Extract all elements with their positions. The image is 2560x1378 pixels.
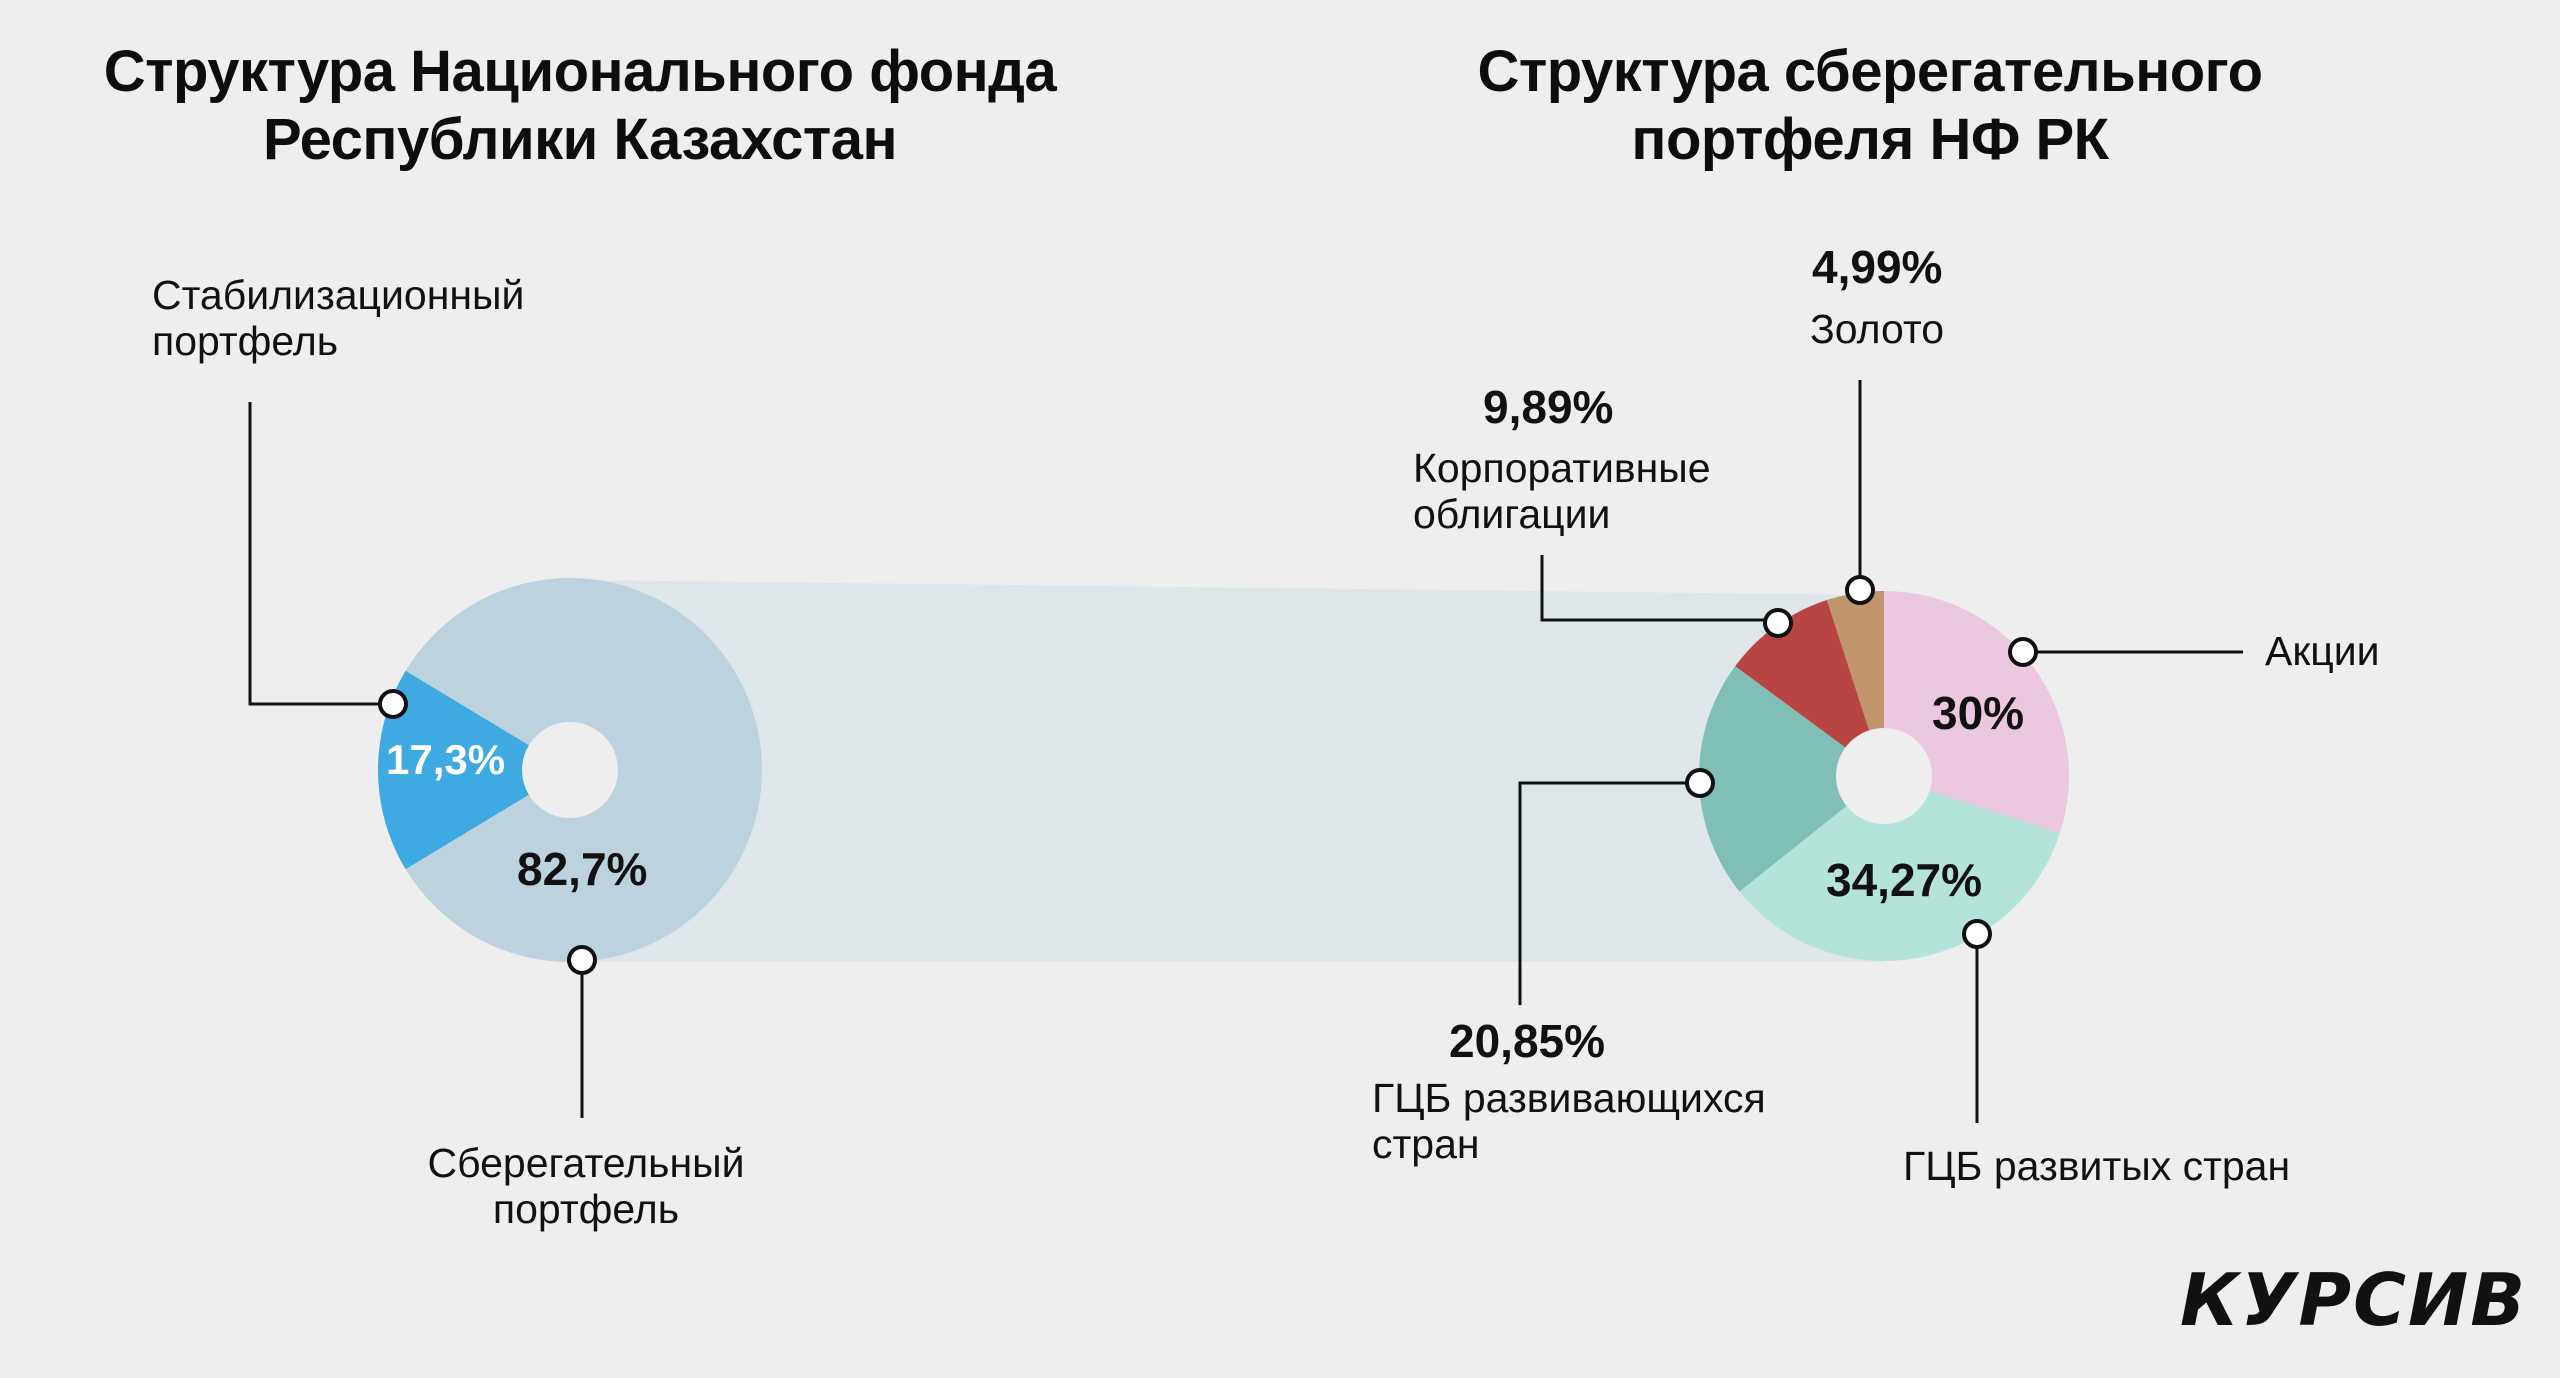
leader-corporate <box>1540 555 1778 622</box>
pie-slice-developing-bonds <box>1699 666 1884 892</box>
label-corporate-bonds: Корпоративные облигации <box>1413 445 1711 537</box>
leader-gold-marker <box>1845 575 1875 605</box>
pie-hole <box>522 722 618 818</box>
left-title-line-1: Структура Национального фонда <box>103 39 1057 104</box>
zoom-connector <box>580 580 1884 962</box>
developing-label-line-1: ГЦБ развивающихся <box>1372 1075 1766 1121</box>
value-gold: 4,99% <box>1812 241 1943 293</box>
pie-slice-corporate-bonds <box>1735 600 1884 776</box>
corporate-label-line-1: Корпоративные <box>1413 445 1711 491</box>
leader-savings-marker <box>567 945 597 975</box>
pie-slice-gold <box>1826 591 1884 776</box>
stabilization-label-line-2: портфель <box>152 318 339 364</box>
label-stabilization-portfolio: Стабилизационный портфель <box>152 272 524 364</box>
right-title-line-1: Структура сберегательного <box>1477 39 2264 104</box>
value-developing-bonds: 20,85% <box>1449 1015 1606 1067</box>
savings-label-line-2: портфель <box>492 1186 680 1232</box>
gold-label-line-1: Золото <box>1810 306 1945 352</box>
leader-shares-marker <box>2008 637 2038 667</box>
savings-portfolio-pie <box>1699 591 2070 962</box>
right-chart-title: Структура сберегательного портфеля НФ РК <box>1370 38 2370 174</box>
right-title-line-2: портфеля НФ РК <box>1631 107 2109 172</box>
label-shares: Акции <box>2265 628 2380 674</box>
shares-label-line-1: Акции <box>2265 628 2380 674</box>
leader-developing <box>1518 781 1700 1005</box>
value-corporate-bonds: 9,89% <box>1483 381 1614 433</box>
national-fund-pie <box>378 578 763 963</box>
label-savings-portfolio: Сберегательный портфель <box>386 1140 786 1232</box>
label-developing-bonds: ГЦБ развивающихся стран <box>1372 1075 1766 1167</box>
value-stabilization: 17,3% <box>386 736 506 783</box>
leader-stabilization-marker <box>378 689 408 719</box>
pie-hole <box>1836 728 1932 824</box>
leader-stabilization <box>248 402 393 706</box>
label-developed-bonds: ГЦБ развитых стран <box>1903 1143 2290 1189</box>
developing-label-line-2: стран <box>1372 1121 1480 1167</box>
left-title-line-2: Республики Казахстан <box>262 107 898 172</box>
left-chart-title: Структура Национального фонда Республики… <box>0 38 1160 174</box>
value-developed-bonds: 34,27% <box>1826 854 1983 906</box>
label-gold: Золото <box>1810 306 1944 352</box>
stabilization-label-line-1: Стабилизационный <box>152 272 525 318</box>
pie-slice-stabilization <box>378 670 570 870</box>
leader-developing-marker <box>1685 768 1715 798</box>
corporate-label-line-2: облигации <box>1413 491 1611 537</box>
value-savings: 82,7% <box>517 843 648 895</box>
developed-label-line-1: ГЦБ развитых стран <box>1903 1143 2291 1189</box>
leader-corporate-marker <box>1763 608 1793 638</box>
savings-label-line-1: Сберегательный <box>427 1140 745 1186</box>
value-shares: 30% <box>1932 687 2025 739</box>
pie-slice-developed-bonds <box>1739 776 2060 962</box>
leader-developed-marker <box>1962 919 1992 949</box>
leader-lines <box>248 380 2243 1123</box>
kursiv-logo: КУРСИВ <box>2180 1258 2528 1342</box>
